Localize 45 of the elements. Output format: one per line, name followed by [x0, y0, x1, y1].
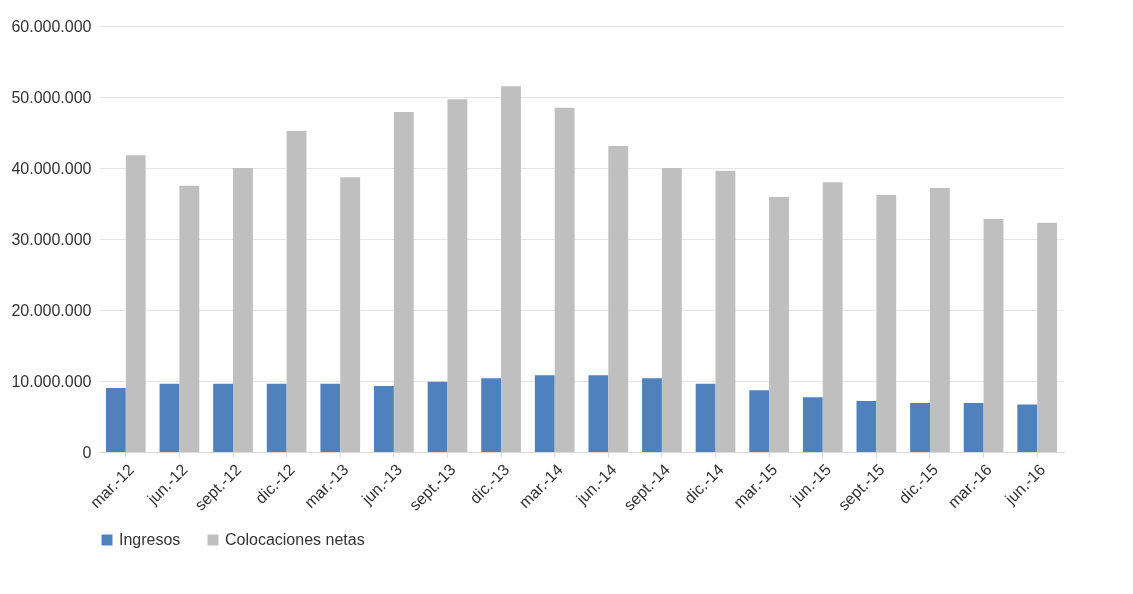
bar — [822, 182, 843, 452]
y-tick-label: 60.000.000 — [11, 17, 92, 35]
bar — [1037, 222, 1058, 452]
bar — [266, 383, 287, 452]
bar — [661, 168, 682, 452]
bar — [802, 397, 823, 452]
bar — [749, 390, 770, 452]
bar — [534, 375, 555, 452]
bar — [159, 383, 180, 452]
bar — [374, 385, 394, 452]
bar — [695, 383, 716, 452]
bar — [125, 155, 146, 452]
bar — [481, 378, 502, 452]
bar — [856, 400, 877, 452]
y-tick-label: 40.000.000 — [11, 159, 92, 177]
bar — [320, 383, 341, 452]
bar — [588, 375, 609, 452]
bar — [929, 187, 950, 452]
legend-label: Colocaciones netas — [225, 531, 365, 548]
bar — [213, 383, 234, 452]
bar — [642, 378, 662, 452]
bar — [447, 99, 468, 452]
legend-label: Ingresos — [119, 531, 181, 548]
y-tick-label: 0 — [82, 443, 92, 461]
bar — [983, 219, 1004, 452]
y-tick-label: 10.000.000 — [11, 372, 92, 390]
bar — [608, 145, 629, 452]
bar — [769, 197, 789, 452]
bar — [179, 185, 200, 452]
bar — [393, 111, 414, 452]
bar — [963, 403, 984, 452]
bar — [233, 168, 253, 452]
bar — [427, 381, 448, 452]
y-tick-label: 30.000.000 — [11, 230, 92, 248]
bar — [910, 403, 930, 452]
bar — [501, 86, 521, 452]
bar — [105, 388, 126, 452]
bar — [554, 107, 575, 452]
y-tick-label: 20.000.000 — [11, 301, 92, 319]
bar — [715, 170, 736, 452]
y-tick-label: 50.000.000 — [11, 88, 92, 106]
bar — [876, 194, 897, 452]
bar — [340, 177, 361, 452]
bar — [1017, 404, 1038, 452]
bar — [286, 131, 307, 452]
